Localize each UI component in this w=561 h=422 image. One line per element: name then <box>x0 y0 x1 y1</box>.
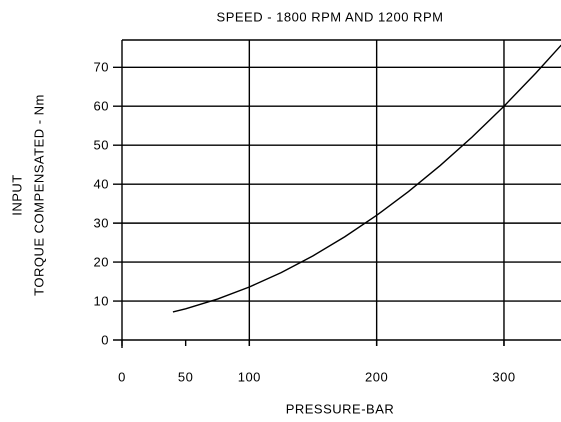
x-axis-label: PRESSURE-BAR <box>286 401 395 416</box>
x-tick-label: 0 <box>118 369 126 384</box>
y-tick-label: 50 <box>94 138 109 153</box>
y-tick-label: 20 <box>94 255 109 270</box>
y-axis-label: INPUT <box>9 174 24 216</box>
chart-title: SPEED - 1800 RPM AND 1200 RPM <box>217 9 444 24</box>
y-tick-label: 30 <box>94 216 109 231</box>
y-tick-label: 10 <box>94 293 109 308</box>
x-tick-label: 100 <box>238 369 261 384</box>
y-tick-label: 60 <box>94 99 109 114</box>
y-axis-label: TORQUE COMPENSATED - Nm <box>31 94 46 296</box>
y-tick-label: 40 <box>94 177 109 192</box>
x-tick-label: 300 <box>492 369 515 384</box>
y-tick-label: 70 <box>94 60 109 75</box>
data-line <box>172 44 561 313</box>
y-tick-label: 0 <box>101 332 109 347</box>
x-tick-label: 200 <box>365 369 388 384</box>
x-tick-label: 50 <box>178 369 193 384</box>
